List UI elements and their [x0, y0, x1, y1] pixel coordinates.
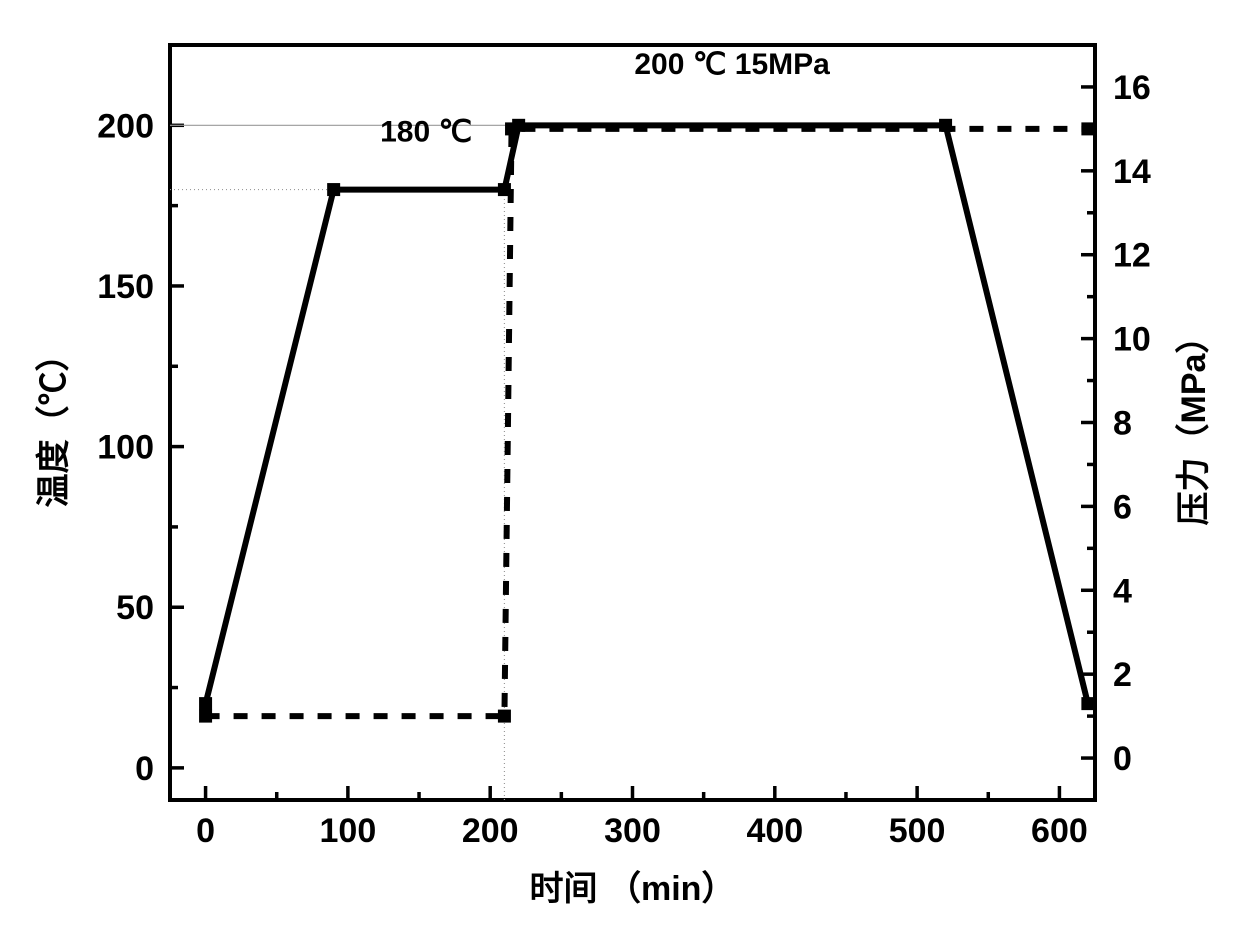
- yr-tick-label: 10: [1113, 321, 1151, 359]
- x-tick-label: 0: [196, 812, 215, 850]
- pressure-series-marker: [200, 710, 212, 722]
- yr-tick-label: 6: [1113, 488, 1132, 526]
- yl-tick-label: 200: [97, 107, 154, 145]
- yr-tick-label: 16: [1113, 69, 1151, 107]
- y-right-axis-label: 压力（MPa）: [1174, 320, 1213, 526]
- yr-tick-label: 0: [1113, 740, 1132, 778]
- yr-tick-label: 12: [1113, 237, 1151, 275]
- temperature-series-marker: [328, 184, 340, 196]
- x-axis-label: 时间 （min）: [530, 869, 736, 908]
- yl-tick-label: 50: [116, 589, 154, 627]
- temperature-series-line: [206, 125, 1088, 703]
- pressure-series-marker: [1082, 123, 1094, 135]
- pressure-series-marker: [498, 710, 510, 722]
- yr-tick-label: 4: [1113, 572, 1132, 610]
- yr-tick-label: 8: [1113, 405, 1132, 443]
- temperature-series-marker: [940, 119, 952, 131]
- yl-tick-label: 0: [135, 750, 154, 788]
- yl-tick-label: 100: [97, 429, 154, 467]
- yl-tick-label: 150: [97, 268, 154, 306]
- yr-tick-label: 2: [1113, 656, 1132, 694]
- chart-container: 0100200300400500600时间 （min）050100150200温…: [0, 0, 1240, 937]
- x-tick-label: 200: [462, 812, 519, 850]
- temperature-series-marker: [513, 119, 525, 131]
- chart-annotation: 180 ℃: [380, 115, 472, 148]
- yr-tick-label: 14: [1113, 153, 1151, 191]
- temperature-series-marker: [498, 184, 510, 196]
- x-tick-label: 400: [746, 812, 803, 850]
- temperature-series-marker: [1082, 698, 1094, 710]
- x-tick-label: 300: [604, 812, 661, 850]
- pressure-series-line: [206, 129, 1088, 716]
- temperature-series-marker: [200, 698, 212, 710]
- x-tick-label: 600: [1031, 812, 1088, 850]
- x-tick-label: 500: [889, 812, 946, 850]
- chart-annotation: 200 ℃ 15MPa: [634, 48, 830, 81]
- x-tick-label: 100: [320, 812, 377, 850]
- chart-svg: 0100200300400500600时间 （min）050100150200温…: [0, 0, 1240, 937]
- y-left-axis-label: 温度（℃）: [34, 338, 73, 508]
